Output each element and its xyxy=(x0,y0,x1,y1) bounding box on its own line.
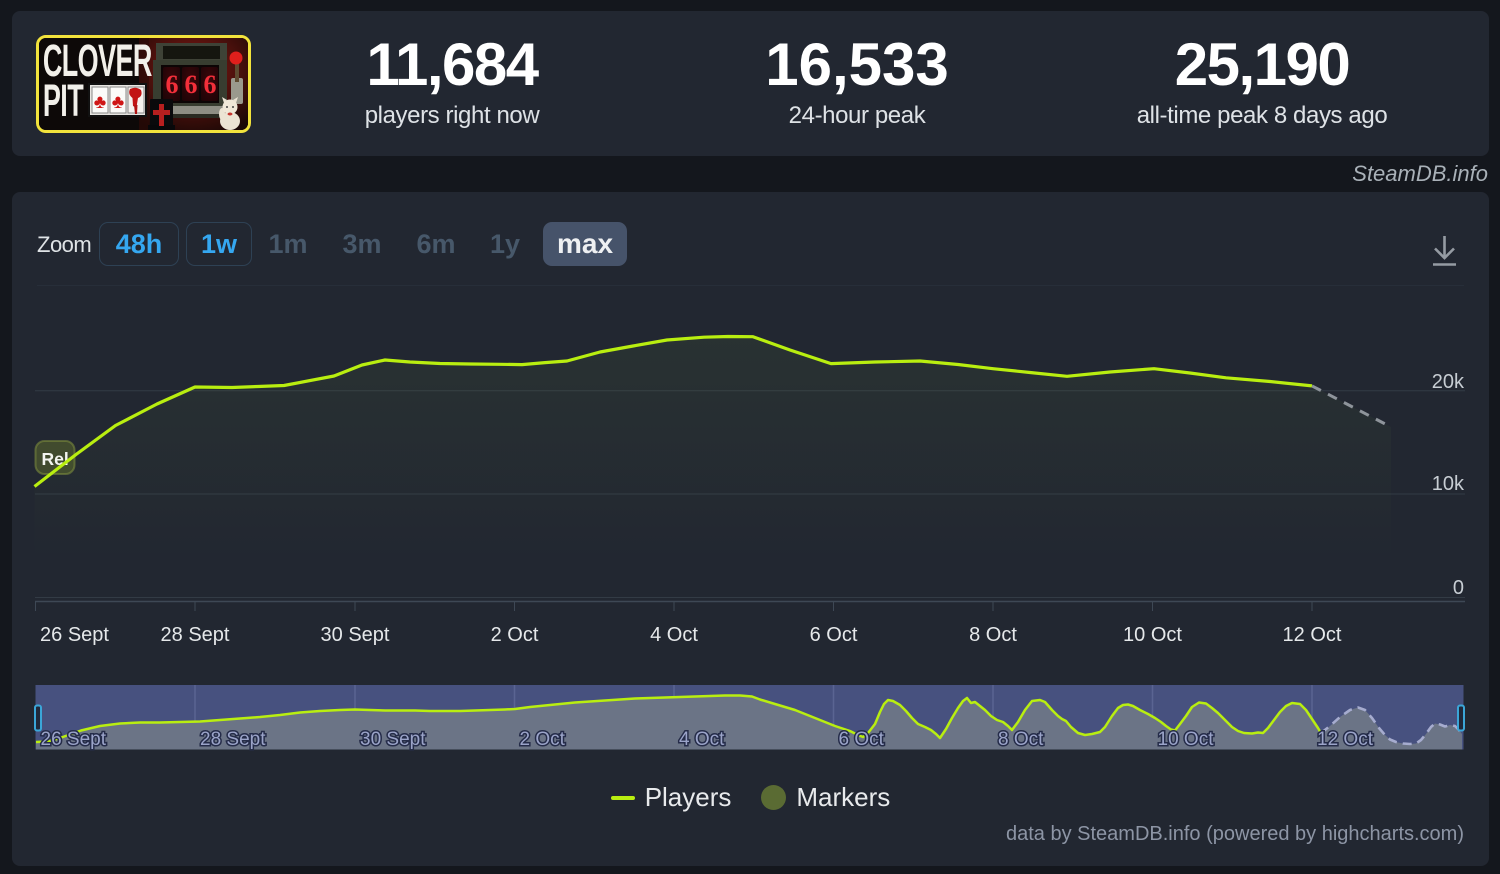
svg-text:PIT: PIT xyxy=(43,75,84,126)
svg-text:4 Oct: 4 Oct xyxy=(679,729,725,750)
svg-text:Rel: Rel xyxy=(42,449,69,469)
svg-text:30 Sept: 30 Sept xyxy=(321,624,390,646)
svg-text:28 Sept: 28 Sept xyxy=(200,729,266,750)
svg-text:20k: 20k xyxy=(1432,371,1465,393)
svg-text:8 Oct: 8 Oct xyxy=(969,624,1017,646)
svg-text:4 Oct: 4 Oct xyxy=(650,624,698,646)
svg-text:♣: ♣ xyxy=(112,92,124,113)
svg-text:26 Sept: 26 Sept xyxy=(40,624,109,646)
svg-text:30 Sept: 30 Sept xyxy=(360,729,426,750)
svg-text:6: 6 xyxy=(166,70,179,99)
svg-text:2 Oct: 2 Oct xyxy=(491,624,539,646)
svg-text:10k: 10k xyxy=(1432,473,1465,495)
svg-text:♣: ♣ xyxy=(94,92,106,113)
svg-text:6: 6 xyxy=(185,70,198,99)
svg-text:28 Sept: 28 Sept xyxy=(161,624,230,646)
svg-text:6 Oct: 6 Oct xyxy=(810,624,858,646)
svg-text:6: 6 xyxy=(204,70,217,99)
svg-text:6 Oct: 6 Oct xyxy=(839,729,885,750)
svg-text:26 Sept: 26 Sept xyxy=(41,729,107,750)
svg-text:12 Oct: 12 Oct xyxy=(1317,729,1374,750)
svg-text:0: 0 xyxy=(1453,577,1464,599)
svg-text:12 Oct: 12 Oct xyxy=(1283,624,1342,646)
svg-text:2 Oct: 2 Oct xyxy=(520,729,566,750)
svg-text:8 Oct: 8 Oct xyxy=(998,729,1044,750)
svg-text:CLOVER: CLOVER xyxy=(43,38,153,86)
svg-text:10 Oct: 10 Oct xyxy=(1123,624,1182,646)
svg-text:10 Oct: 10 Oct xyxy=(1158,729,1215,750)
